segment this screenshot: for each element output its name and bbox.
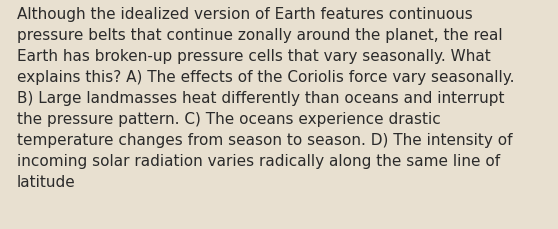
Text: Although the idealized version of Earth features continuous
pressure belts that : Although the idealized version of Earth … xyxy=(17,7,514,189)
